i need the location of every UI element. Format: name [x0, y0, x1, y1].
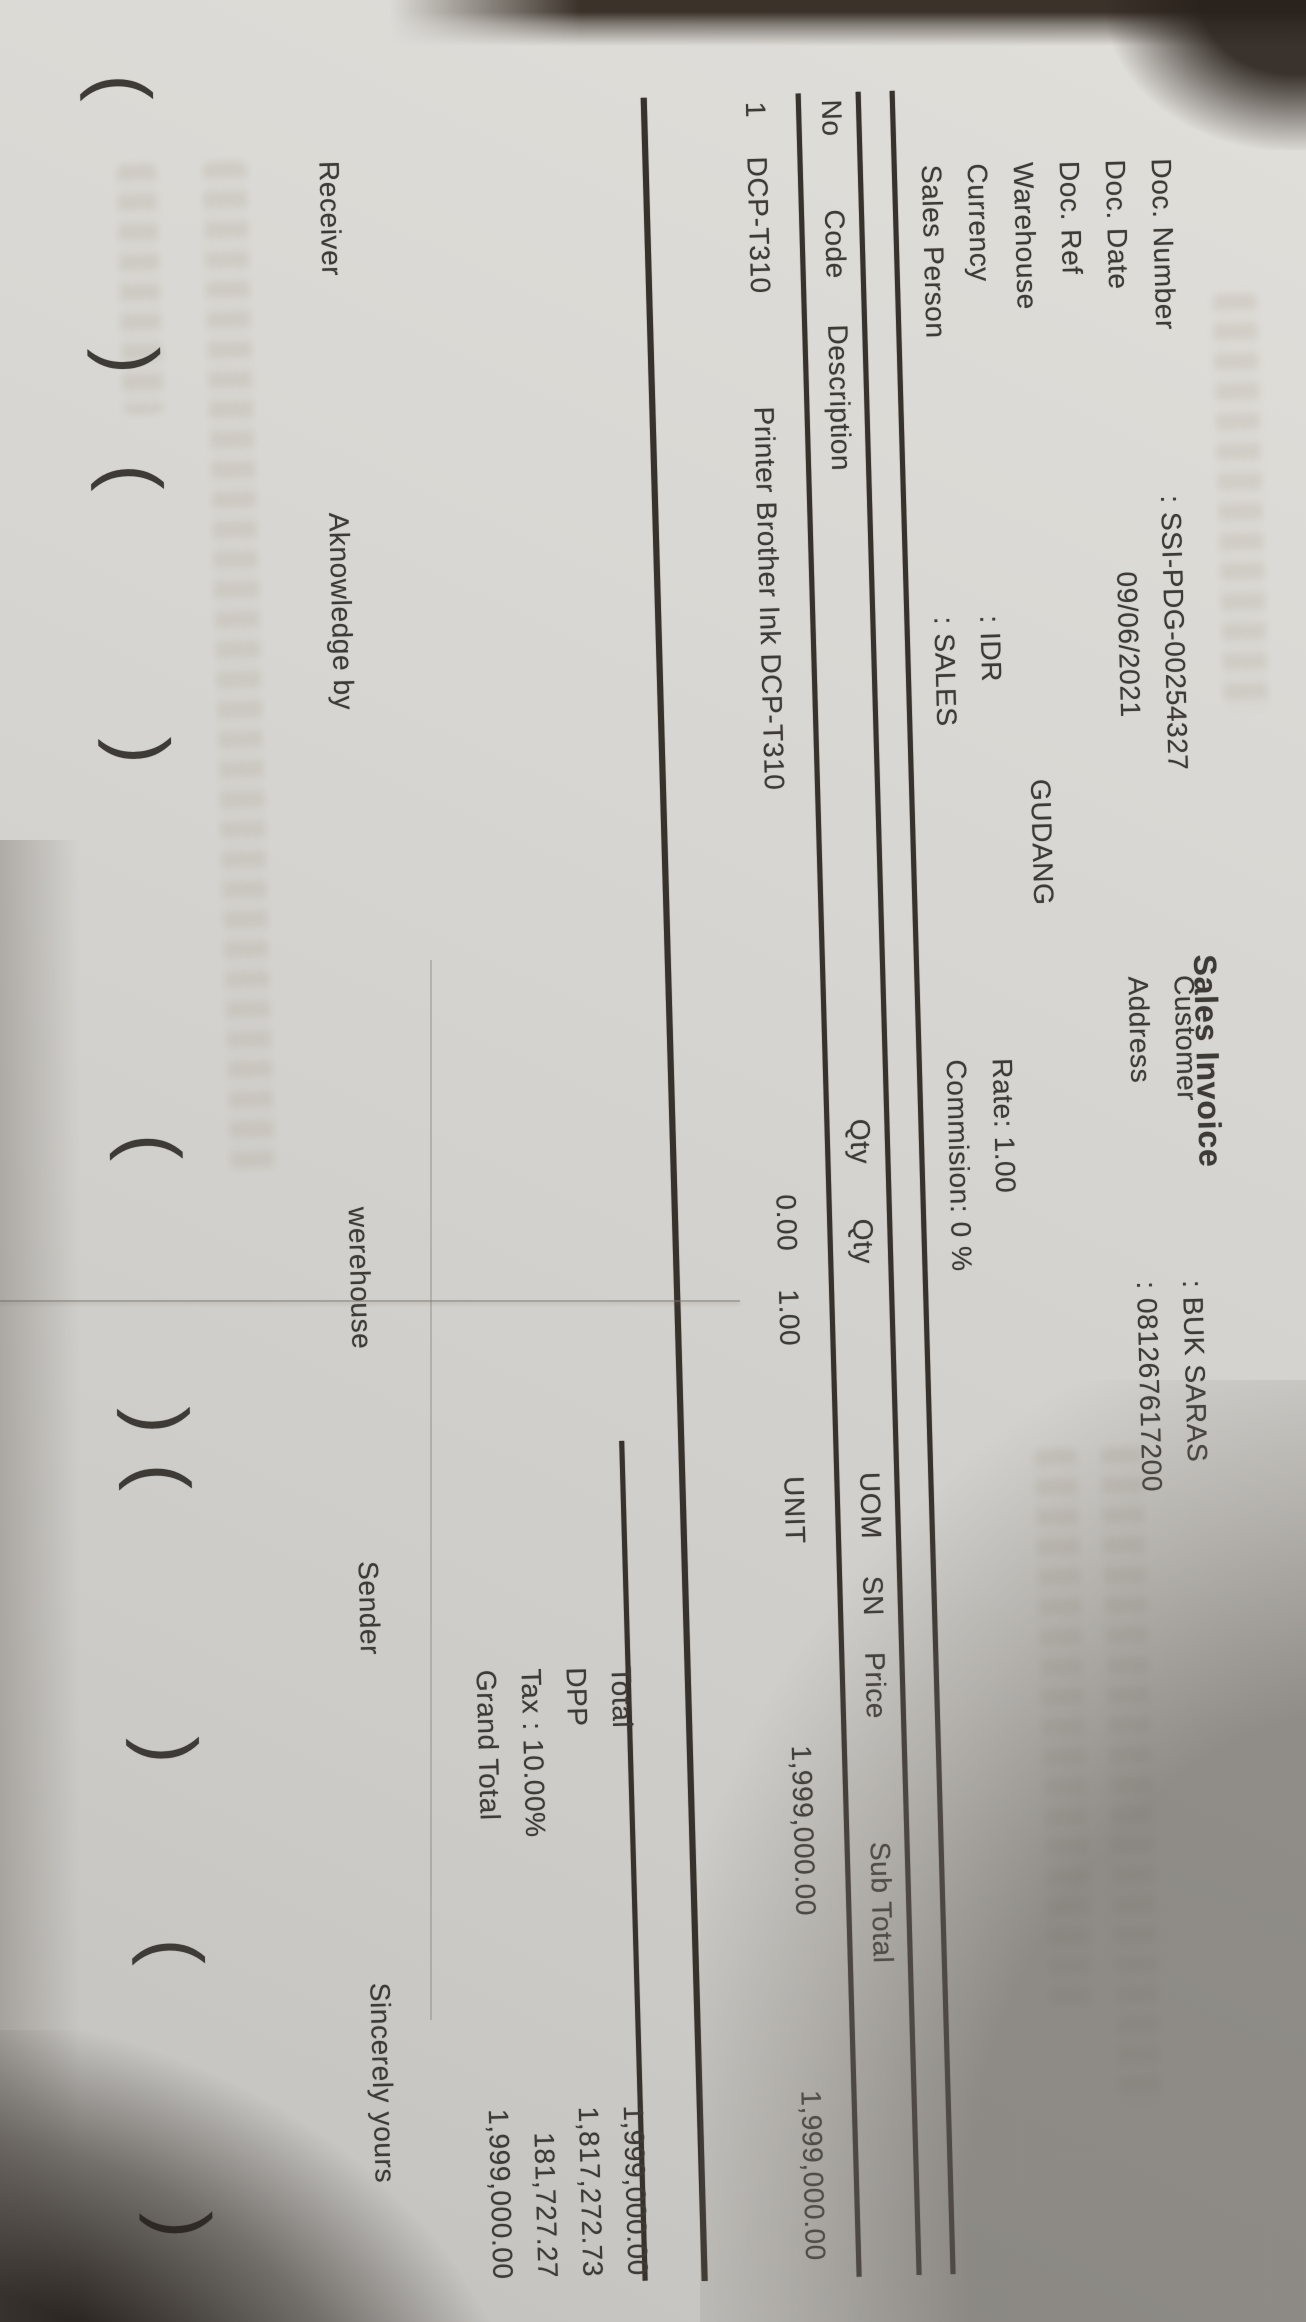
signature-receiver: Receiver [313, 160, 348, 277]
signature-line: ( ) [108, 1132, 205, 1436]
doc-number-value: : SSI-PDG-00254327 [1155, 494, 1194, 771]
table-row: 1 DCP-T310 Printer Brother Ink DCP-T310 … [740, 0, 1306, 2322]
table-header-row: No Code Description Qty Qty UOM SN Price… [816, 0, 1306, 2322]
grand-total-value: 1,999,000.00 [482, 2108, 519, 2281]
paren-close: ) [97, 736, 187, 766]
table-bottom-rule [640, 97, 708, 2282]
customer-label: Customer [1168, 974, 1203, 1102]
row-price: 1,999,000.00 [785, 1744, 822, 1917]
signature-line: ( ) [78, 73, 176, 376]
currency-value: : IDR [974, 614, 1008, 683]
signature-sender: Sender [352, 1560, 387, 1656]
signature-sincerely: Sincerely yours [364, 1982, 401, 2184]
paren-open: ( [89, 462, 179, 492]
doc-date-label: Doc. Date [1099, 159, 1135, 290]
address-label: Address [1122, 975, 1157, 1084]
doc-date-value: 09/06/2021 [1111, 571, 1147, 719]
col-no: No [815, 99, 848, 137]
totals-block: Total 1,999,000.00 DPP 1,817,272.73 Tax … [471, 0, 1306, 2322]
sales-person-label: Sales Person [915, 164, 952, 339]
bleed-smudge [1100, 1446, 1161, 2108]
doc-ref-label: Doc. Ref [1053, 160, 1088, 276]
signature-line: ( ) [89, 462, 187, 766]
col-uom: UOM [854, 1471, 888, 1540]
col-qty-2: Qty [847, 1218, 880, 1265]
row-qty-2: 1.00 [773, 1288, 806, 1347]
address-value: : 081267617200 [1130, 1280, 1168, 1493]
paren-close: ) [86, 346, 176, 376]
col-price: Price [859, 1651, 893, 1720]
signature-warehouse: werehouse [342, 1206, 378, 1350]
total-value: 1,999,000.00 [617, 2104, 654, 2277]
col-sub-total: Sub Total [864, 1841, 899, 1964]
paren-close: ) [138, 2210, 228, 2240]
row-code: DCP-T310 [741, 156, 777, 295]
customer-value: : BUK SARAS [1176, 1279, 1214, 1463]
row-no: 1 [739, 101, 772, 119]
paren-close: ) [116, 1406, 205, 1436]
bleed-smudge [202, 160, 275, 1172]
row-sn [812, 1591, 814, 1651]
signature-line: ( ) [117, 1462, 215, 1765]
paren-open: ( [117, 1462, 207, 1492]
currency-label: Currency [961, 163, 996, 283]
signature-acknowledge-by: Aknowledge by [323, 512, 360, 711]
commission-value: Commision: 0 % [940, 1059, 978, 1273]
bleed-smudge [1034, 1448, 1093, 2010]
paren-open: ( [130, 1937, 220, 1967]
row-sub-total: 1,999,000.00 [795, 2089, 832, 2262]
paren-open: ( [108, 1132, 198, 1162]
sales-person-value: : SALES [928, 616, 963, 728]
row-uom: UNIT [778, 1475, 812, 1545]
dpp-value: 1,817,272.73 [572, 2106, 609, 2278]
row-description: Printer Brother Ink DCP-T310 [748, 406, 791, 791]
doc-number-label: Doc. Number [1145, 157, 1182, 331]
warehouse-label: Warehouse [1007, 161, 1043, 311]
rate-value: Rate: 1.00 [986, 1057, 1022, 1194]
warehouse-value: GUDANG [1024, 778, 1060, 906]
bleed-smudge [1212, 292, 1269, 714]
paren-close: ) [125, 1735, 215, 1765]
paren-open: ( [78, 73, 168, 103]
tax-value: 181,727.27 [528, 2131, 564, 2279]
signature-line: ( ) [130, 1937, 228, 2240]
